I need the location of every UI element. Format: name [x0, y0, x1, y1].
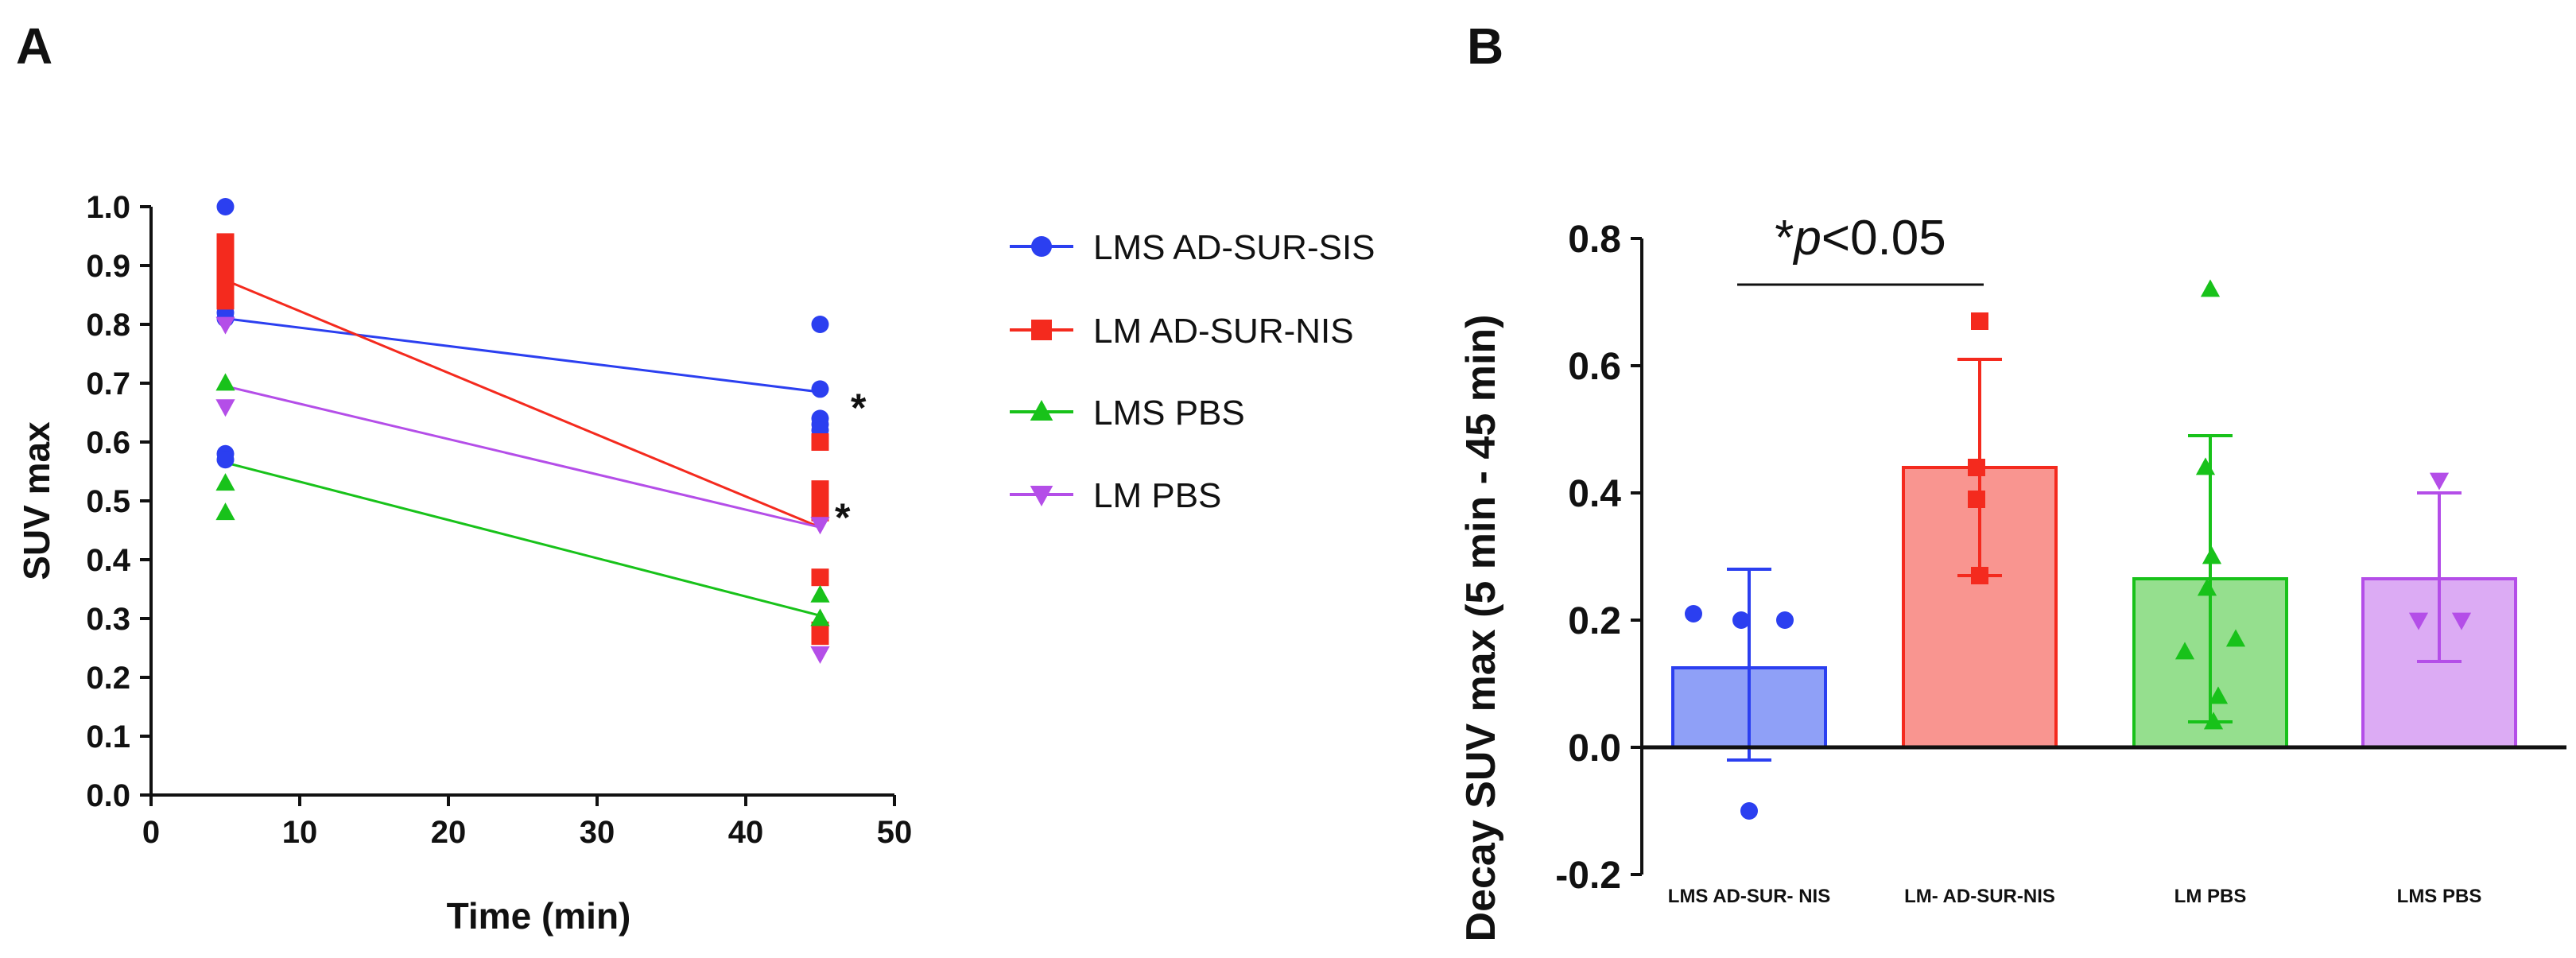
panel-b-category-label: LMS AD-SUR- NIS: [1668, 886, 1830, 907]
panel-a-label: A: [16, 17, 52, 75]
panel-a-y-tick-label: 1.0: [86, 190, 130, 225]
panel-b-category-label: LM- AD-SUR-NIS: [1904, 886, 2055, 907]
panel-b-point-1: [1968, 491, 1985, 508]
panel-b-y-tick-label: 0.0: [1568, 727, 1621, 770]
legend-label-0: LMS AD-SUR-SIS: [1093, 228, 1375, 267]
panel-a-x-tick-label: 20: [431, 815, 467, 850]
legend-marker-2: [1030, 400, 1053, 421]
panel-a-mean-line-3: [225, 385, 821, 529]
p-value-threshold: <0.05: [1821, 211, 1946, 266]
panel-b-point-2: [2208, 686, 2229, 704]
legend-label-3: LM PBS: [1093, 476, 1221, 515]
panel-b-point-2: [2200, 279, 2221, 297]
panel-a-point-3: [810, 646, 830, 665]
legend-label-2: LMS PBS: [1093, 394, 1245, 432]
panel-b-y-axis-label: Decay SUV max (5 min - 45 min): [1458, 315, 1504, 942]
panel-a-y-tick-label: 0.6: [86, 425, 130, 460]
panel-a-y-tick-label: 0.8: [86, 308, 130, 343]
panel-b-y-tick-label: 0.8: [1568, 219, 1621, 261]
panel-b-point-3: [2408, 612, 2429, 630]
panel-a-point-3: [215, 399, 235, 417]
panel-a-mean-line-2: [225, 461, 821, 617]
panel-b-category-label: LMS PBS: [2397, 886, 2482, 907]
panel-b-point-0: [1776, 611, 1794, 629]
legend-marker-3: [1030, 485, 1053, 506]
panel-a-point-3: [810, 517, 830, 535]
panel-a-y-tick-label: 0.5: [86, 484, 130, 519]
panel-a-point-0: [216, 451, 235, 469]
panel-a-y-tick-label: 0.7: [86, 367, 130, 401]
panel-a-point-2: [810, 608, 830, 626]
panel-a-x-tick-label: 50: [877, 815, 913, 850]
panel-b-point-0: [1740, 802, 1758, 820]
panel-a-chart: 0.0 0.1 0.2 0.3 0.4 0.5 0.6 0.7 0.8 0.9 1.0 0 10 20 30…: [16, 190, 912, 937]
panel-b-y-tick-label: 0.2: [1568, 600, 1621, 642]
panel-a-point-1: [216, 292, 235, 310]
panel-a-mean-line-1: [224, 279, 821, 529]
panel-a-x-tick-label: 30: [580, 815, 615, 850]
panel-b-point-0: [1685, 605, 1702, 623]
panel-b-point-2: [2202, 546, 2222, 564]
panel-b-point-2: [2225, 629, 2246, 647]
panel-b-point-1: [1971, 567, 1988, 584]
panel-a-point-2: [215, 373, 235, 391]
panel-a-point-2: [215, 473, 235, 491]
panel-a-point-1: [811, 627, 829, 646]
p-value-symbol: p: [1792, 211, 1821, 266]
panel-a-point-2: [810, 584, 830, 603]
panel-a-point-3: [215, 316, 235, 335]
legend-marker-0: [1031, 236, 1052, 257]
panel-b-point-1: [1968, 459, 1985, 476]
panel-a-y-tick-label: 0.3: [86, 602, 130, 637]
panel-a-point-1: [811, 568, 829, 587]
panel-a-point-1: [811, 433, 829, 451]
panel-b-label: B: [1467, 17, 1503, 75]
panel-a-y-tick-label: 0.9: [86, 249, 130, 284]
panel-a-y-tick-label: 0.4: [86, 543, 130, 578]
panel-a-significance-mark: *: [835, 495, 851, 540]
panel-a-y-tick-label: 0.1: [86, 719, 130, 754]
panel-b-point-1: [1971, 312, 1988, 330]
panel-b-point-2: [2197, 578, 2217, 596]
panel-b-point-3: [2451, 612, 2472, 630]
panel-b-p-value-annotation: *p<0.05: [1775, 211, 1946, 266]
panel-a-point-0: [216, 198, 235, 215]
panel-a-y-axis-label: SUV max: [16, 421, 57, 580]
panel-a-point-0: [811, 316, 829, 333]
panel-a-point-2: [215, 502, 235, 521]
legend-label-1: LM AD-SUR-NIS: [1093, 312, 1354, 351]
panel-b-point-2: [2203, 712, 2224, 730]
panel-b-y-tick-label: 0.4: [1568, 473, 1621, 515]
panel-b-chart: -0.2 0.0 0.2 0.4 0.6 0.8 Decay SUV max (5 min …: [1458, 211, 2566, 941]
panel-a-significance-mark: *: [851, 386, 867, 430]
panel-a-y-tick-label: 0.2: [86, 661, 130, 696]
panel-a-x-tick-label: 10: [282, 815, 318, 850]
panel-a-legend: LMS AD-SUR-SIS LM AD-SUR-NIS LMS PBS LM PBS: [1010, 228, 1375, 515]
panel-b-y-tick-label: -0.2: [1555, 855, 1621, 897]
panel-b-category-label: LM PBS: [2174, 886, 2247, 907]
panel-b-point-2: [2195, 457, 2216, 475]
panel-a-mean-line-0: [225, 317, 821, 394]
panel-b-point-2: [2174, 642, 2195, 660]
panel-a-point-0: [811, 380, 829, 398]
panel-b-point-3: [2429, 472, 2450, 491]
panel-a-x-axis-label: Time (min): [447, 895, 631, 937]
legend-marker-1: [1031, 320, 1052, 340]
panel-b-y-tick-label: 0.6: [1568, 346, 1621, 388]
panel-a-y-tick-label: 0.0: [86, 778, 130, 813]
panel-a-x-tick-label: 40: [728, 815, 764, 850]
panel-a-x-tick-label: 0: [142, 815, 160, 850]
panel-b-point-0: [1732, 611, 1750, 629]
p-value-star: *: [1775, 211, 1794, 266]
